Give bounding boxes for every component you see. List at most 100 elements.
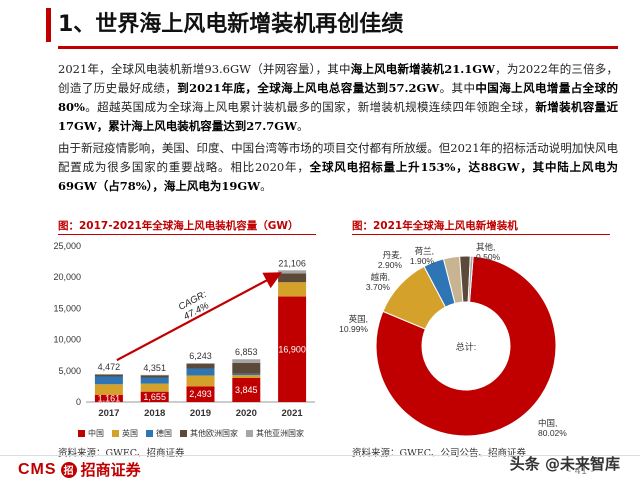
watermark: 头条 @未来智库 [509,455,620,473]
bold-text-run: 海上风电新增装机21.1GW [350,62,495,76]
legend-label: 其他亚洲国家 [256,429,304,438]
slice-value-label: 80.02% [538,428,567,438]
paragraph-2: 由于新冠疫情影响，美国、印度、中国台湾等市场的项目交付都有所放缓。但2021年的… [58,139,618,196]
legend-item: 其他亚洲国家 [246,428,304,439]
y-tick-label: 0 [76,397,81,407]
legend-item: 中国 [78,428,104,439]
legend-swatch [146,430,153,437]
bar-data-label: 3,845 [235,385,258,395]
cagr-arrow [116,272,282,362]
bar-data-label: 2,493 [189,389,212,399]
legend-item: 英国 [112,428,138,439]
bar-segment [186,368,215,376]
footer-rule [0,455,640,456]
page-number: - 41 - [567,466,594,477]
y-tick-label: 15,000 [53,303,81,313]
text-run: 。其中 [439,81,476,95]
bar-segment [94,376,123,385]
bar-segment [140,377,169,384]
bar-segment [278,273,307,283]
bar-segment [94,384,123,395]
bar-segment [278,282,307,297]
bar-total-label: 21,106 [278,258,306,268]
legend-label: 中国 [88,429,104,438]
bar-chart-source: 资料来源：GWEC、招商证券 [58,448,185,459]
bar-segment [278,270,307,274]
donut-chart: 中国,80.02% 英国,10.99% 越南,3.70% 丹麦,2.90% 荷兰,1.9… [339,242,567,438]
bar-segment [232,359,261,363]
logo-text: CMS [18,460,57,478]
x-tick-label: 2021 [282,408,304,419]
body-text: 2021年，全球风电装机新增93.6GW（并网容量），其中海上风电新增装机21.… [58,60,618,199]
bar-segment [94,394,123,402]
bar-segment [186,386,215,402]
bar-segment [186,363,215,364]
donut-chart-caption-rule [352,234,610,235]
text-run: 。 [260,179,272,193]
donut-chart-caption: 图：2021年全球海上风电新增装机 [352,220,518,232]
bar-data-label: 16,900 [278,344,306,354]
company-logo: CMS 招 招商证券 [18,459,141,480]
bar-segment [232,375,261,379]
x-tick-label: 2017 [98,408,119,419]
slice-value-label: 0.50% [476,252,501,262]
slice-value-label: 3.70% [366,282,391,292]
donut-slice [375,255,557,437]
bar-total-label: 6,243 [189,351,212,361]
bar-segment [140,383,169,392]
bar-data-label: 1,655 [143,392,166,402]
bar-chart-caption-rule [58,234,316,235]
legend-label: 德国 [156,429,172,438]
bar-segment [232,373,261,376]
bar-segment [278,296,307,402]
bar-segment [232,378,261,402]
legend-swatch [246,430,253,437]
text-run: 由于新冠疫情影响，美国、印度、中国台湾等市场的项目交付都有所放缓。但2021年的… [58,141,618,174]
slice-label: 英国, [349,314,368,324]
bar-chart: 0 5,000 10,000 15,000 20,000 25,000 1,161 4,472… [53,241,315,419]
text-run: 。 [296,119,309,133]
slice-value-label: 10.99% [339,324,368,334]
bar-total-label: 4,351 [143,363,166,373]
text-run: 。超越英国成为全球海上风电累计装机最多的国家，新增装机规模连续四年领跑全球， [84,100,536,114]
x-tick-label: 2019 [190,408,211,419]
paragraph-1: 2021年，全球风电装机新增93.6GW（并网容量），其中海上风电新增装机21.… [58,60,618,136]
bar-chart-legend: 中国 英国 德国 其他欧洲国家 其他亚洲国家 [78,428,304,439]
title-accent-bar [46,8,51,42]
y-tick-label: 25,000 [53,241,81,251]
bold-text-run: 全球风电招标量上升153%，达88GW，其中陆上风电为69GW（占78%），海上… [58,160,619,193]
page-title: 1、世界海上风电新增装机再创佳绩 [58,12,404,37]
donut-chart-source: 资料来源：GWEC、公司公告、招商证券 [352,448,527,459]
y-tick-label: 5,000 [58,366,81,376]
slice-label: 荷兰, [415,246,434,256]
bold-text-run: 中国海上风电增量占全球的80% [58,81,619,114]
bar-segment [186,375,215,387]
legend-swatch [180,430,187,437]
x-tick-label: 2020 [236,408,257,419]
text-run: ，为2022年的三倍多，创造了历史最好成绩， [58,62,618,95]
slice-value-label: 1.90% [410,256,435,266]
x-tick-label: 2018 [144,408,165,419]
bar-segment [232,362,261,374]
donut-center-label: 总计: [456,341,477,352]
legend-label: 英国 [122,429,138,438]
bar-segment [140,375,169,378]
legend-item: 其他欧洲国家 [180,428,238,439]
slice-label: 越南, [371,272,390,282]
bar-data-label: 1,161 [98,393,121,403]
logo-mark-icon: 招 [60,461,77,478]
y-tick-label: 20,000 [53,272,81,282]
bar-segment [140,391,169,402]
slice-label: 中国, [538,418,557,428]
donut-slice [467,255,474,303]
title-underline [58,46,618,49]
bar-total-label: 6,853 [235,347,258,357]
bar-total-label: 4,472 [98,362,121,372]
bar-segment [94,374,123,377]
logo-name: 招商证券 [80,462,141,479]
slice-label: 丹麦, [383,250,402,260]
slice-label: 其他, [476,242,495,252]
legend-swatch [112,430,119,437]
text-run: 2021年，全球风电装机新增93.6GW（并网容量），其中 [58,62,351,76]
bold-text-run: 新增装机容量近17GW，累计海上风电装机容量达到27.7GW [58,100,618,133]
